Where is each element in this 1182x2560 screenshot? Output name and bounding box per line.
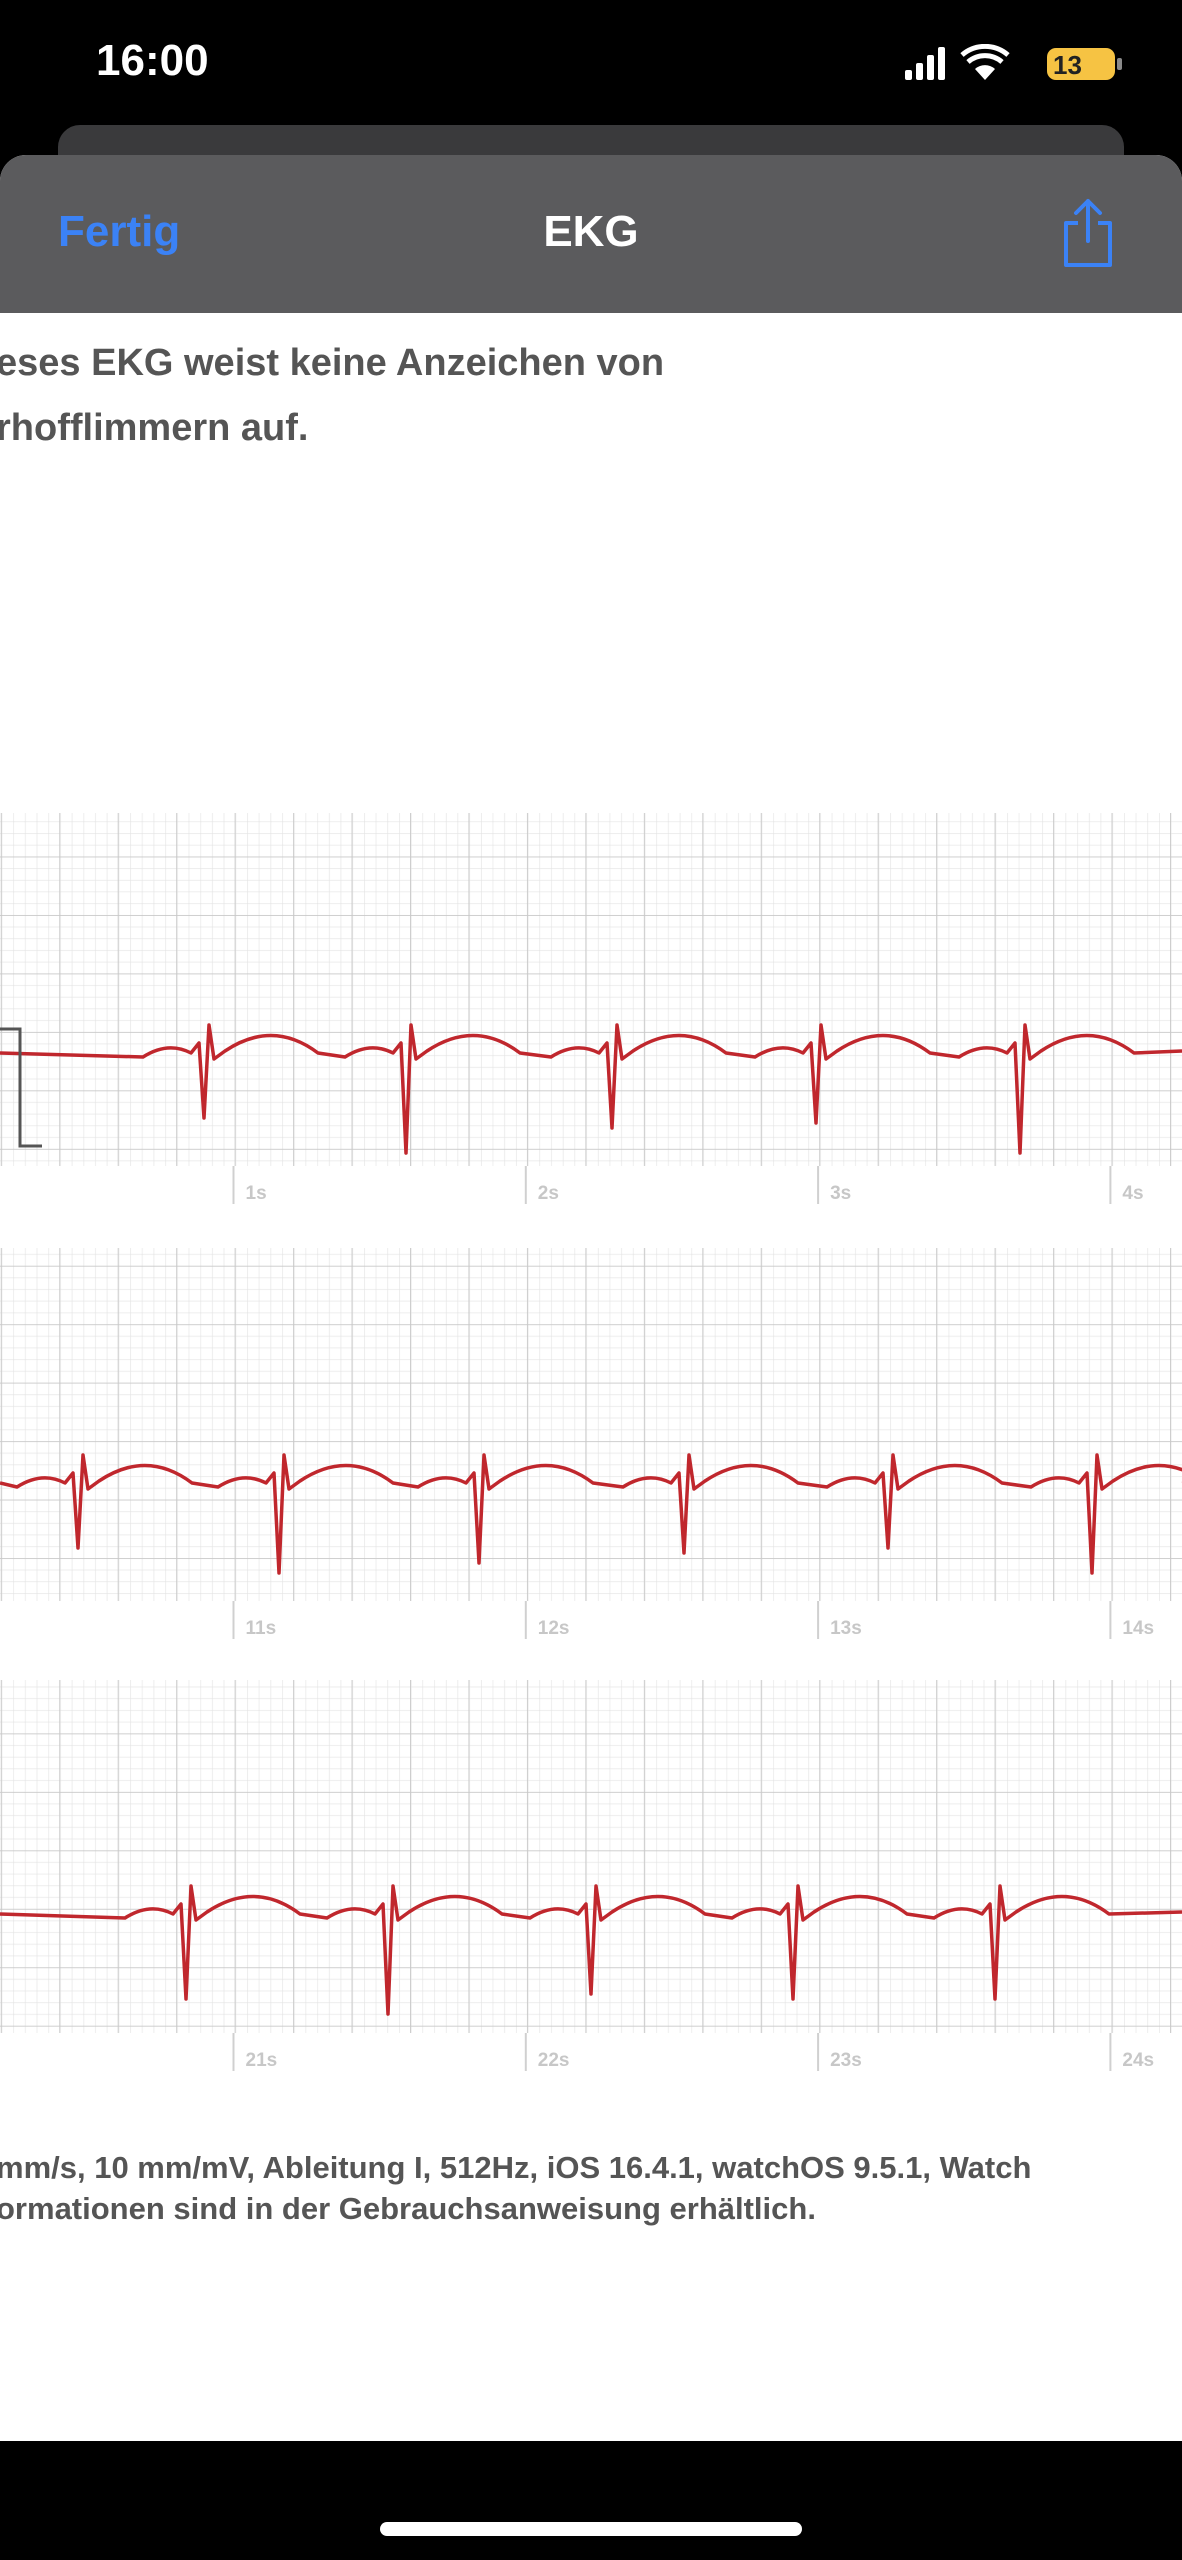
time-label: 12s <box>538 1618 570 1639</box>
ekg-trace <box>0 1023 1182 1155</box>
time-label: 14s <box>1122 1618 1154 1639</box>
share-button[interactable] <box>1060 197 1116 269</box>
home-indicator <box>380 2522 802 2536</box>
footer-line: ormationen sind in der Gebrauchsanweisun… <box>0 2191 816 2226</box>
time-label: 23s <box>830 2050 862 2071</box>
time-label: 4s <box>1122 1183 1143 1204</box>
calibration-pulse <box>0 1027 42 1148</box>
time-label: 22s <box>538 2050 570 2071</box>
summary-line: rhofflimmern auf. <box>0 407 309 449</box>
status-icons: 13 <box>905 44 1122 80</box>
nav-title: EKG <box>543 207 639 256</box>
summary-line: eses EKG weist keine Anzeichen von <box>0 342 665 384</box>
time-label: 13s <box>830 1618 862 1639</box>
time-label: 21s <box>246 2050 278 2071</box>
time-label: 2s <box>538 1183 559 1204</box>
time-label: 11s <box>246 1618 277 1639</box>
nav-bar: Fertig EKG <box>0 155 1182 313</box>
done-button[interactable]: Fertig <box>58 207 181 256</box>
ekg-trace <box>0 1453 1182 1575</box>
time-label: 1s <box>246 1183 267 1204</box>
ekg-grid <box>0 1248 1182 1601</box>
sheet: Fertig EKG eses EKG weist keine Anzeiche… <box>0 155 1182 2441</box>
time-label: 24s <box>1122 2050 1154 2071</box>
ekg-strips: 1s 2s 3s 4s 11s 12s 13s 14s 21s 22s 23s 24s <box>0 813 1182 2071</box>
battery-level: 13 <box>1053 50 1082 80</box>
ekg-grid <box>0 813 1182 1166</box>
ekg-trace <box>0 1884 1182 2016</box>
time-label: 3s <box>830 1183 851 1204</box>
clock: 16:00 <box>96 36 209 85</box>
footer-line: mm/s, 10 mm/mV, Ableitung I, 512Hz, iOS … <box>0 2150 1032 2185</box>
